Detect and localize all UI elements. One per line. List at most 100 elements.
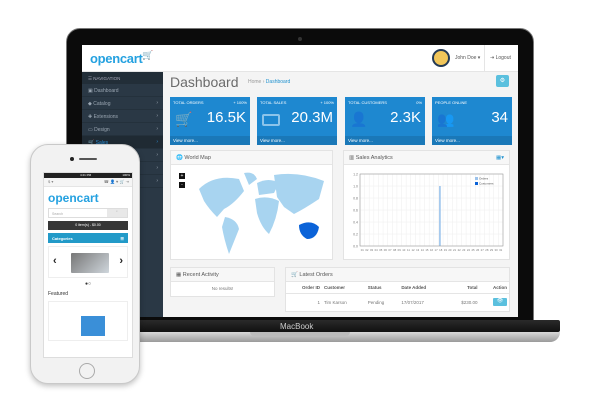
- chevron-right-icon: ›: [156, 113, 158, 119]
- y-tick-label: 0.0: [353, 245, 358, 249]
- north-america[interactable]: [199, 177, 244, 217]
- x-tick-label: 10: [402, 248, 406, 252]
- slide-dots[interactable]: ●○: [84, 281, 92, 287]
- phone-logo[interactable]: opencart: [48, 191, 99, 205]
- settings-button[interactable]: ⚙: [496, 75, 509, 87]
- featured-product[interactable]: [48, 301, 128, 341]
- sidebar-item-label: Sales: [95, 140, 109, 146]
- x-tick-label: 26: [476, 248, 480, 252]
- tile-value: 20.3M: [291, 109, 333, 126]
- x-tick-label: 23: [462, 248, 466, 252]
- chevron-right-icon: ›: [156, 100, 158, 106]
- total: $230.00: [461, 299, 478, 305]
- sidebar-item-label: Design: [94, 127, 110, 133]
- featured-heading: Featured: [48, 291, 69, 297]
- x-tick-label: 13: [416, 248, 420, 252]
- page-title: Dashboard: [170, 74, 239, 90]
- x-tick-label: 08: [393, 248, 397, 252]
- x-tick-label: 21: [453, 248, 457, 252]
- tile-value: 16.5K: [206, 109, 246, 126]
- tile-value: 34: [491, 109, 508, 126]
- x-tick-label: 05: [379, 248, 383, 252]
- date-added: 17/07/2017: [401, 299, 424, 305]
- credit-card-icon: [262, 114, 280, 126]
- laptop-hinge: [40, 320, 560, 332]
- plot-border: [359, 173, 504, 247]
- user-menu[interactable]: John Doe ▾: [455, 55, 481, 61]
- y-tick-label: 1.2: [353, 173, 358, 177]
- x-tick-label: 03: [370, 248, 374, 252]
- categories-label: Categories: [52, 236, 73, 241]
- next-arrow-icon[interactable]: ›: [119, 255, 123, 267]
- australia[interactable]: [299, 222, 319, 239]
- prev-arrow-icon[interactable]: ‹: [53, 255, 57, 267]
- phone-top-icons[interactable]: ☎ 👤 ♥ 🛒 ⇥: [103, 179, 129, 184]
- y-tick-label: 0.4: [353, 221, 358, 225]
- col-action: Action: [479, 282, 509, 294]
- tile-change: + 100%: [233, 100, 247, 105]
- logo[interactable]: opencart: [90, 51, 143, 66]
- view-more-link[interactable]: View more...: [345, 136, 425, 145]
- africa[interactable]: [255, 197, 279, 234]
- greenland[interactable]: [244, 172, 257, 185]
- search-icon[interactable]: ⌕: [107, 209, 127, 217]
- zoom-in-button[interactable]: +: [179, 173, 185, 179]
- breadcrumb-current[interactable]: Dashboard: [265, 79, 291, 85]
- x-tick-label: 30: [495, 248, 499, 252]
- y-tick-label: 0.6: [353, 209, 358, 213]
- south-america[interactable]: [222, 217, 239, 254]
- asia[interactable]: [274, 173, 324, 214]
- x-tick-label: 25: [471, 248, 475, 252]
- zoom-out-button[interactable]: -: [179, 182, 185, 188]
- x-tick-label: 31: [499, 248, 503, 252]
- view-more-link[interactable]: View more...: [170, 136, 250, 145]
- x-tick-label: 04: [375, 248, 379, 252]
- search-placeholder: Search: [52, 212, 64, 216]
- col-customer: Customer: [321, 282, 366, 294]
- phone-categories-menu[interactable]: Categories ☰: [48, 233, 128, 243]
- home-button[interactable]: [79, 363, 95, 379]
- divider: [484, 45, 485, 72]
- col-total: Total: [446, 282, 480, 294]
- breadcrumb-home[interactable]: Home: [248, 79, 262, 85]
- x-tick-label: 19: [444, 248, 448, 252]
- view-more-link[interactable]: View more...: [432, 136, 512, 145]
- sales-analytics-panel: ▥ Sales Analytics ▦▾ 0.0 0.2 0.4 0.6 0.8 1.0 1.…: [343, 150, 510, 260]
- phone-search-input[interactable]: Search ⌕: [48, 208, 128, 218]
- phone-slideshow: ‹ ›: [48, 246, 128, 278]
- x-tick-label: 07: [388, 248, 392, 252]
- cart-logo-icon: 🛒: [142, 50, 154, 60]
- x-tick-label: 24: [467, 248, 471, 252]
- x-tick-label: 18: [439, 248, 443, 252]
- panel-heading: 🌐 World Map: [171, 151, 332, 165]
- currency-selector[interactable]: $ ▾: [48, 179, 54, 184]
- sidebar-item-catalog[interactable]: ◆ Catalog ›: [82, 97, 163, 110]
- phone-camera: [70, 157, 74, 161]
- x-tick-label: 11: [407, 248, 410, 252]
- europe[interactable]: [257, 180, 279, 195]
- phone-cart-button[interactable]: 0 item(s) - $0.00: [48, 221, 128, 230]
- x-tick-label: 29: [490, 248, 494, 252]
- sidebar-item-extensions[interactable]: ✚ Extensions ›: [82, 110, 163, 123]
- bar-orders: [439, 186, 441, 246]
- world-map-panel: 🌐 World Map + -: [170, 150, 333, 260]
- table-header: Order ID Customer Status Date Added Tota…: [286, 282, 509, 294]
- world-map[interactable]: [189, 169, 329, 259]
- panel-title: Recent Activity: [182, 272, 219, 278]
- recent-activity-panel: ▦ Recent Activity No results!: [170, 267, 275, 297]
- sidebar-item-dashboard[interactable]: ▣ Dashboard: [82, 84, 163, 97]
- x-tick-label: 15: [425, 248, 429, 252]
- logout-link[interactable]: ⇥ Logout: [490, 55, 511, 61]
- x-tick-label: 09: [398, 248, 402, 252]
- view-order-button[interactable]: 👁: [493, 298, 507, 306]
- sidebar-item-label: Extensions: [93, 114, 119, 120]
- phone-battery: 100%: [122, 173, 130, 177]
- y-tick-label: 0.8: [353, 197, 358, 201]
- breadcrumb: Home › Dashboard: [248, 79, 291, 85]
- view-more-link[interactable]: View more...: [257, 136, 337, 145]
- calendar-dropdown-icon[interactable]: ▦▾: [496, 155, 504, 161]
- sidebar-item-design[interactable]: ▭ Design ›: [82, 123, 163, 136]
- avatar[interactable]: [432, 49, 450, 67]
- top-header: opencart 🛒 John Doe ▾ ⇥ Logout: [82, 45, 518, 72]
- x-tick-label: 01: [361, 248, 365, 252]
